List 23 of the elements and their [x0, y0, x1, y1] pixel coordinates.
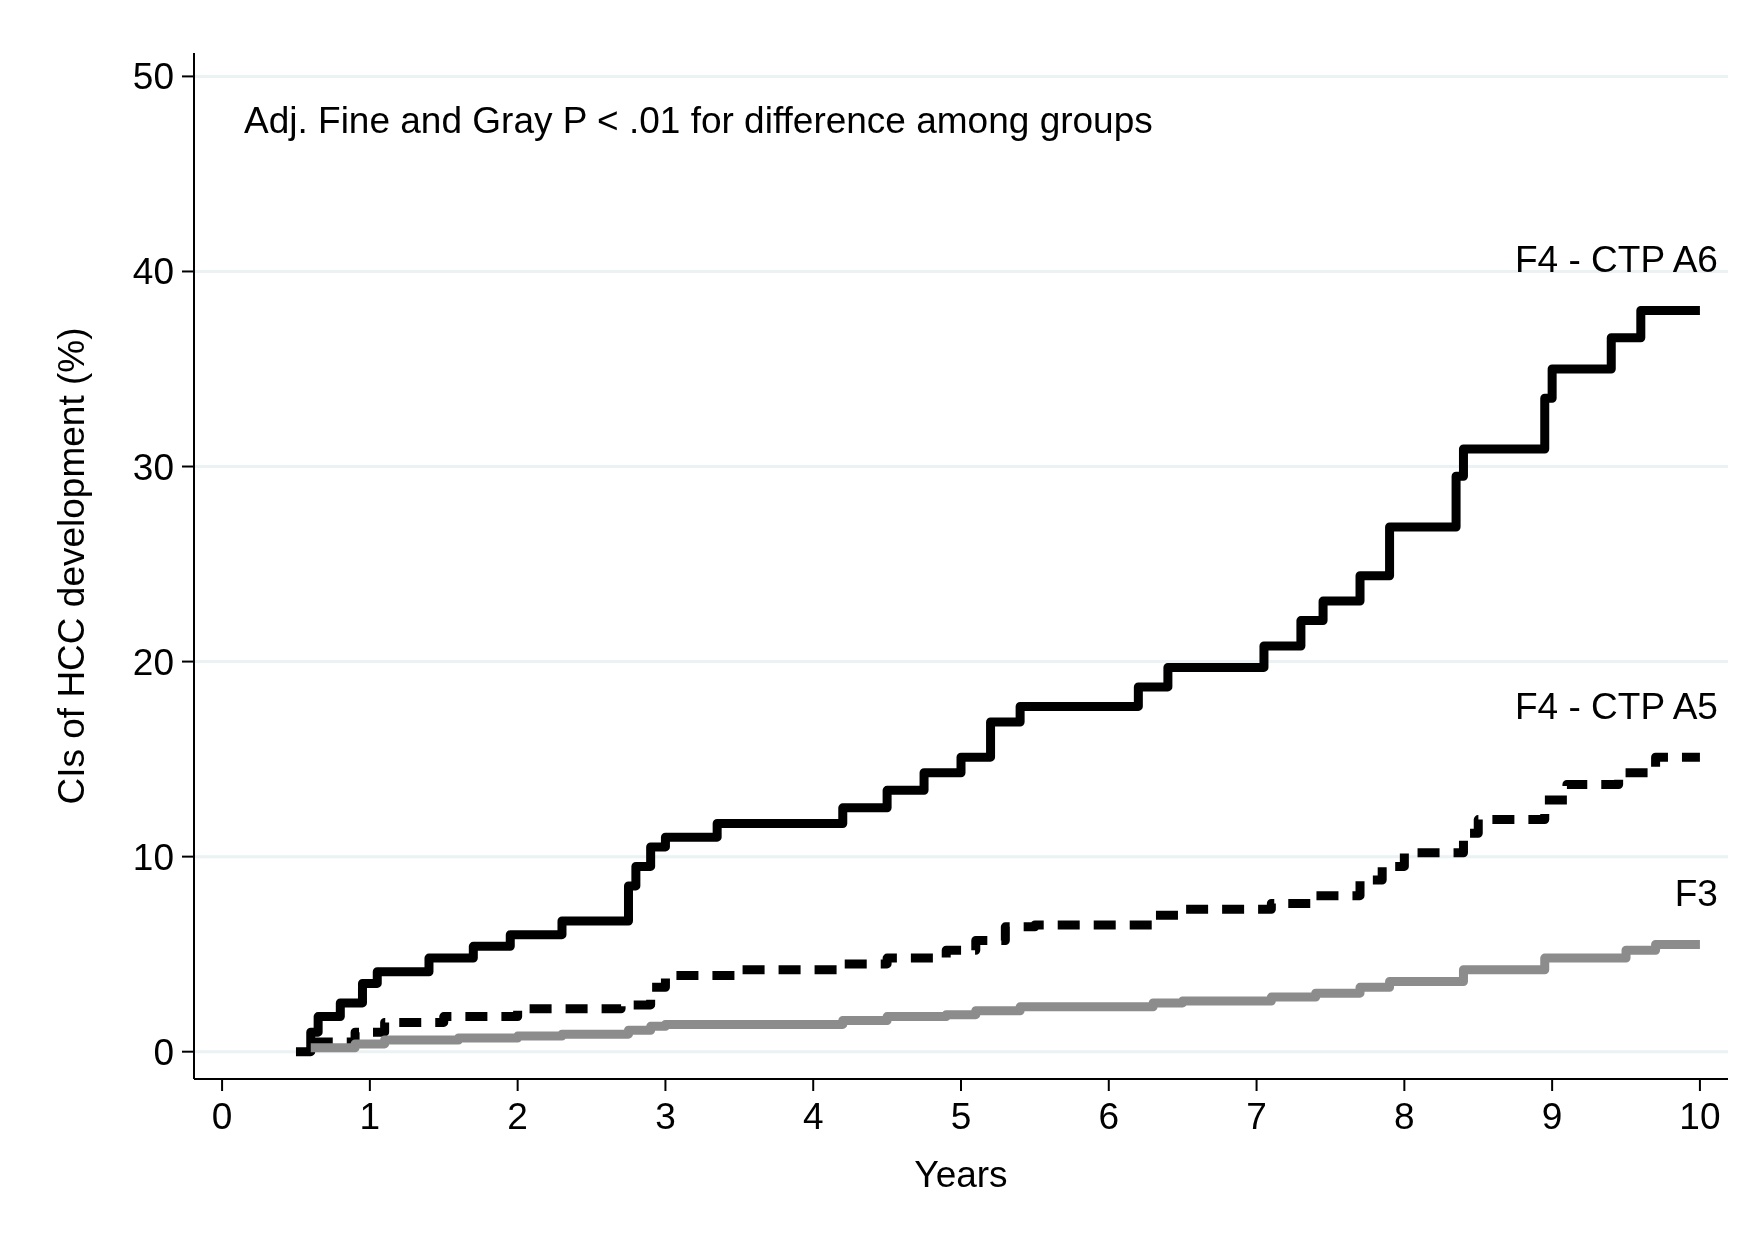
x-axis-title: Years: [914, 1154, 1008, 1195]
x-tick-label: 0: [211, 1096, 233, 1137]
x-tick-label: 1: [359, 1096, 381, 1137]
x-tick-label: 5: [950, 1096, 972, 1137]
x-tick-label: 6: [1098, 1096, 1120, 1137]
y-tick-label: 0: [153, 1031, 174, 1073]
x-tick-label: 9: [1541, 1096, 1563, 1137]
y-tick-label: 20: [132, 641, 174, 683]
y-tick-label: 50: [132, 56, 174, 98]
y-tick-label: 10: [132, 836, 174, 878]
x-tick-label: 4: [802, 1096, 824, 1137]
y-axis-title: CIs of HCC development (%): [51, 327, 92, 805]
y-tick-label: 40: [132, 251, 174, 293]
annotation: Adj. Fine and Gray P < .01 for difference among groups: [244, 100, 1153, 141]
series-label: F4 - CTP A5: [1515, 686, 1718, 728]
series-label: F3: [1674, 873, 1718, 915]
series-label: F4 - CTP A6: [1515, 239, 1718, 281]
x-tick-label: 8: [1394, 1096, 1415, 1137]
y-tick-label: 30: [132, 446, 174, 488]
x-tick-label: 10: [1679, 1096, 1721, 1137]
x-tick-label: 3: [655, 1096, 676, 1137]
x-tick-label: 2: [507, 1096, 528, 1137]
x-tick-label: 7: [1246, 1096, 1267, 1137]
